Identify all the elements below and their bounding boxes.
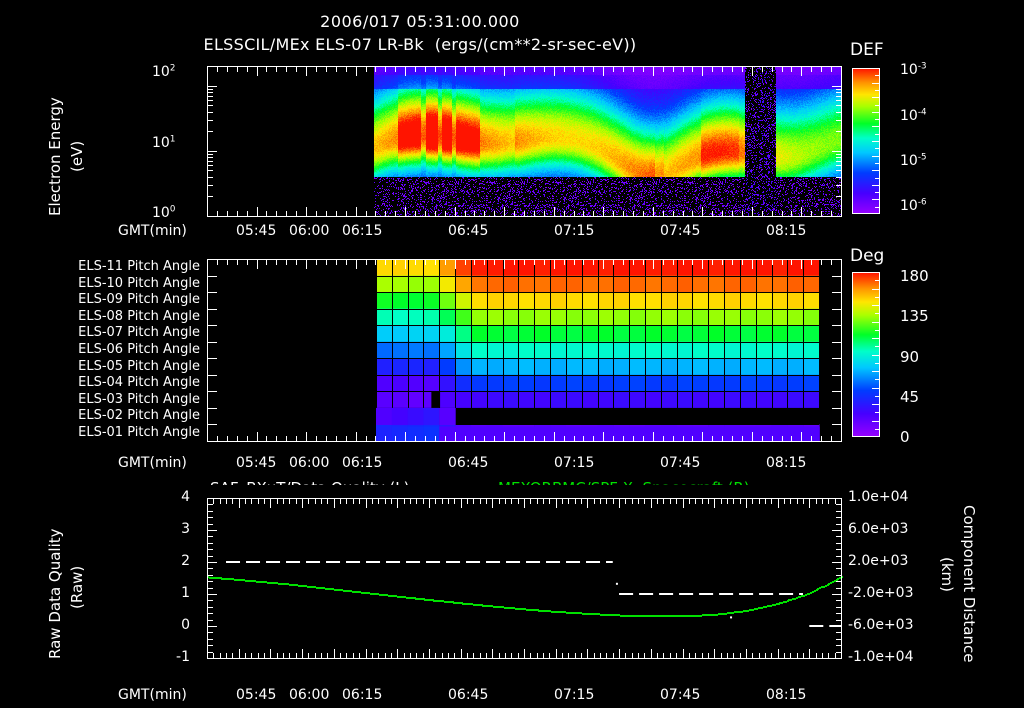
xtick-label: 06:45 xyxy=(448,455,489,471)
pitch-row-label: ELS-08 Pitch Angle xyxy=(78,308,200,324)
energy-xaxis-label: GMT(min) xyxy=(118,223,187,239)
quality-right-tick: 1.0e+04 xyxy=(848,489,909,505)
quality-right-axis-label-line1: Component Distance xyxy=(960,505,978,663)
quality-xaxis-label: GMT(min) xyxy=(118,687,187,703)
xtick-label: 07:45 xyxy=(660,455,701,471)
quality-right-axis-label-line2: (km) xyxy=(938,557,956,593)
def-colorbar-label-0: 10-3 xyxy=(900,61,927,78)
quality-left-tick: 4 xyxy=(181,489,190,505)
quality-distance-canvas xyxy=(180,485,880,685)
deg-colorbar-label-0: 180 xyxy=(900,267,929,285)
energy-ytick-100: 102 xyxy=(152,63,176,80)
energy-spectrogram-axes xyxy=(194,53,854,229)
energy-axis-label-line1: Electron Energy xyxy=(46,97,64,216)
xtick-label: 06:15 xyxy=(342,455,383,471)
deg-colorbar-label-3: 45 xyxy=(900,388,920,406)
page-subtitle: ELSSCIL/MEx ELS-07 LR-Bk (ergs/(cm**2-sr… xyxy=(203,35,637,54)
xtick-label: 08:15 xyxy=(766,223,807,239)
xtick-label: 06:00 xyxy=(289,455,330,471)
def-colorbar-label-2: 10-5 xyxy=(900,152,927,169)
quality-right-tick: -2.0e+03 xyxy=(848,585,914,601)
pitch-row-label: ELS-06 Pitch Angle xyxy=(78,342,200,357)
pitch-row-label: ELS-01 Pitch Angle xyxy=(78,424,200,440)
xtick-label: 08:15 xyxy=(766,687,807,703)
xtick-label: 07:45 xyxy=(660,223,701,239)
energy-axis-label-line2: (eV) xyxy=(68,140,86,172)
xtick-label: 06:15 xyxy=(342,223,383,239)
deg-colorbar-label-1: 135 xyxy=(900,307,929,325)
deg-colorbar-label-2: 90 xyxy=(900,348,920,366)
energy-ytick-1: 100 xyxy=(152,204,176,221)
pitch-angle-axes xyxy=(194,246,854,454)
xtick-label: 08:15 xyxy=(766,455,807,471)
def-colorbar-title: DEF xyxy=(850,40,884,60)
pitch-row-label: ELS-11 Pitch Angle xyxy=(78,259,200,275)
quality-right-tick: 2.0e+03 xyxy=(848,553,909,569)
pitch-row-label: ELS-04 Pitch Angle xyxy=(78,375,200,391)
deg-colorbar xyxy=(852,272,892,437)
quality-right-tick: -1.0e+04 xyxy=(848,649,914,665)
pitch-row-label: ELS-07 Pitch Angle xyxy=(78,325,200,341)
deg-colorbar-label-4: 0 xyxy=(900,428,910,446)
def-colorbar-label-3: 10-6 xyxy=(900,197,927,214)
xtick-label: 07:15 xyxy=(554,455,595,471)
pitch-row-label: ELS-10 Pitch Angle xyxy=(78,275,200,291)
xtick-label: 06:45 xyxy=(448,687,489,703)
quality-left-tick: 1 xyxy=(181,585,190,601)
quality-left-axis-label-line2: (Raw) xyxy=(68,565,86,609)
pitch-row-label: ELS-05 Pitch Angle xyxy=(78,358,200,374)
quality-left-axis-label-line1: Raw Data Quality xyxy=(46,528,64,659)
quality-left-tick: -1 xyxy=(176,649,190,665)
quality-right-tick: -6.0e+03 xyxy=(848,617,914,633)
quality-left-tick: 0 xyxy=(181,617,190,633)
page-title: 2006/017 05:31:00.000 xyxy=(320,12,520,31)
pitch-xaxis-label: GMT(min) xyxy=(118,455,187,471)
pitch-row-label: ELS-02 Pitch Angle xyxy=(78,408,200,424)
xtick-label: 06:45 xyxy=(448,223,489,239)
xtick-label: 07:45 xyxy=(660,687,701,703)
pitch-row-label: ELS-03 Pitch Angle xyxy=(78,391,200,407)
quality-right-tick: 6.0e+03 xyxy=(848,521,909,537)
xtick-label: 06:15 xyxy=(342,687,383,703)
xtick-label: 05:45 xyxy=(236,687,277,703)
xtick-label: 07:15 xyxy=(554,687,595,703)
xtick-label: 07:15 xyxy=(554,223,595,239)
quality-left-tick: 3 xyxy=(181,521,190,537)
quality-left-tick: 2 xyxy=(181,553,190,569)
xtick-label: 06:00 xyxy=(289,687,330,703)
def-colorbar xyxy=(852,68,892,214)
pitch-row-label: ELS-09 Pitch Angle xyxy=(78,292,200,308)
xtick-label: 05:45 xyxy=(236,223,277,239)
energy-ytick-10: 101 xyxy=(152,134,176,151)
xtick-label: 06:00 xyxy=(289,223,330,239)
deg-colorbar-title: Deg xyxy=(850,246,885,266)
def-colorbar-label-1: 10-4 xyxy=(900,107,927,124)
xtick-label: 05:45 xyxy=(236,455,277,471)
